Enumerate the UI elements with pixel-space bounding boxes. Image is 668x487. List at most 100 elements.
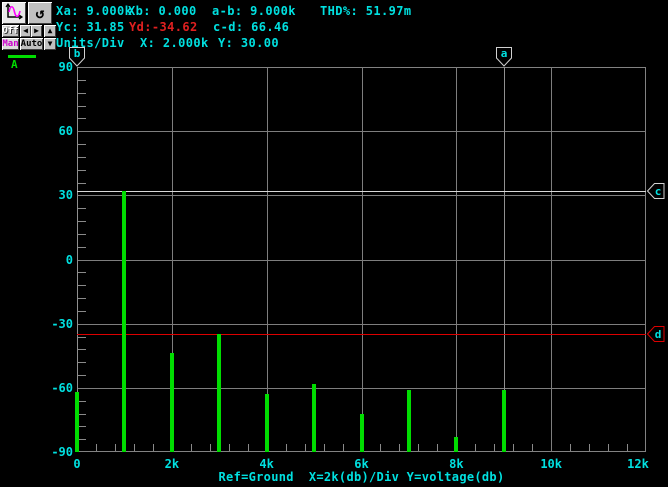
x-tick-label: 0: [73, 457, 81, 471]
x-tick-label: 6k: [354, 457, 369, 471]
y-axis-minor-tick: [78, 362, 86, 364]
y-axis-minor-tick: [78, 375, 86, 376]
x-axis-minor-tick: [399, 444, 401, 451]
rotate-icon: ↺: [35, 3, 45, 22]
y-axis-minor-tick: [78, 426, 86, 428]
svg-text:c: c: [655, 185, 662, 198]
y-axis-minor-tick: [78, 400, 86, 402]
y-tick-label: 0: [65, 252, 73, 267]
cursor-off-button[interactable]: Off: [2, 25, 19, 37]
left-arrow-icon: ◀: [23, 26, 28, 35]
trace-color-swatch: [8, 55, 36, 58]
y-axis-minor-tick: [78, 413, 86, 415]
y-axis-minor-tick: [78, 349, 86, 351]
readout-c-minus-d: c-d: 66.46: [213, 20, 290, 34]
readout-thd: THD%: 51.97m: [320, 4, 412, 18]
harmonic-bar: [75, 392, 79, 452]
y-axis-minor-tick: [78, 79, 86, 81]
x-axis-minor-tick: [475, 444, 477, 451]
x-axis-minor-tick: [247, 444, 249, 451]
x-axis-minor-tick: [323, 444, 325, 451]
auto-scale-button[interactable]: Auto: [20, 38, 43, 50]
y-axis-minor-tick: [78, 439, 86, 441]
svg-text:a: a: [501, 47, 508, 60]
x-axis-minor-tick: [95, 444, 97, 451]
readout-xb: Xb: 0.000: [128, 4, 197, 18]
readout-yc: Yc: 31.85: [56, 20, 125, 34]
restore-view-button[interactable]: ↺: [28, 2, 52, 24]
y-axis-minor-tick: [78, 233, 86, 235]
right-arrow-icon: ▶: [34, 26, 39, 35]
svg-text:d: d: [655, 328, 662, 341]
gridline-horizontal: [77, 387, 646, 389]
x-axis-minor-tick: [437, 444, 439, 451]
plot-area[interactable]: b a c d 90 60 30 0 -30 -60 -90 0 2k 4k 6k 8k 10k 12k: [51, 47, 665, 471]
y-axis-minor-tick: [78, 285, 86, 287]
y-axis-minor-tick: [78, 156, 86, 158]
svg-text:b: b: [74, 47, 81, 60]
x-axis-minor-tick: [209, 444, 211, 451]
x-axis-minor-tick: [589, 444, 591, 451]
gridline-horizontal: [77, 195, 646, 197]
scale-up-button[interactable]: ▲: [44, 25, 56, 37]
harmonic-bar: [312, 384, 316, 452]
scale-down-button[interactable]: ▼: [44, 38, 56, 50]
cursor-line-c[interactable]: [77, 191, 646, 192]
y-axis-minor-tick: [78, 310, 86, 312]
x-axis-minor-tick: [133, 444, 135, 451]
readout-xa: Xa: 9.000k: [56, 4, 133, 18]
y-axis-minor-tick: [78, 298, 86, 299]
y-axis-minor-tick: [78, 246, 86, 248]
y-axis-minor-tick: [78, 118, 86, 120]
x-tick-label: 2k: [164, 457, 180, 471]
scope-mode-button[interactable]: [2, 2, 26, 24]
cursor-flag-a[interactable]: a: [496, 47, 514, 71]
y-axis-minor-tick: [78, 208, 86, 210]
x-axis-minor-tick: [190, 444, 192, 451]
readout-x-per-div: X: 2.000k: [140, 36, 209, 50]
y-axis-minor-tick: [78, 336, 86, 338]
y-axis-minor-tick: [78, 221, 86, 222]
cursor-line-a[interactable]: [504, 67, 505, 452]
gridline-horizontal: [77, 131, 646, 133]
waveform-icon: [4, 2, 24, 24]
down-arrow-icon: ▼: [47, 39, 53, 48]
manual-scale-button[interactable]: Man: [2, 38, 19, 50]
y-axis-minor-tick: [78, 169, 86, 171]
harmonic-bar: [217, 333, 221, 452]
y-tick-label: -30: [51, 316, 73, 331]
cursor-line-b[interactable]: [77, 67, 78, 452]
x-tick-label: 10k: [540, 457, 562, 471]
readout-a-minus-b: a-b: 9.000k: [212, 4, 296, 18]
x-axis-minor-tick: [627, 444, 629, 451]
harmonic-bar: [407, 389, 411, 452]
gridline-horizontal: [77, 259, 646, 261]
cursor-right-button[interactable]: ▶: [31, 25, 42, 37]
x-axis-minor-tick: [285, 444, 287, 451]
readout-units-per-div: Units/Div: [56, 36, 125, 50]
x-tick-label: 8k: [449, 457, 464, 471]
x-axis-minor-tick: [152, 444, 154, 451]
x-axis-minor-tick: [513, 444, 515, 451]
cursor-flag-d[interactable]: d: [646, 326, 665, 350]
x-axis-minor-tick: [418, 444, 420, 451]
cursor-left-button[interactable]: ◀: [20, 25, 31, 37]
cursor-flag-c[interactable]: c: [646, 183, 665, 207]
y-axis-minor-tick: [78, 105, 86, 107]
harmonic-bar: [265, 394, 269, 452]
y-axis-minor-tick: [78, 92, 86, 94]
x-axis-minor-tick: [494, 444, 496, 451]
readout-yd: Yd:-34.62: [129, 20, 198, 34]
y-tick-label: -90: [51, 445, 73, 459]
y-tick-label: 90: [58, 60, 73, 74]
harmonic-bar: [454, 437, 458, 452]
trace-label[interactable]: A: [11, 58, 18, 71]
harmonic-bar: [170, 352, 174, 452]
y-axis-minor-tick: [78, 272, 86, 274]
x-tick-label: 4k: [259, 457, 274, 471]
harmonic-bar: [502, 389, 506, 452]
cursor-flag-b[interactable]: b: [69, 47, 87, 71]
cursor-line-d[interactable]: [77, 334, 646, 335]
x-axis-minor-tick: [570, 444, 572, 451]
